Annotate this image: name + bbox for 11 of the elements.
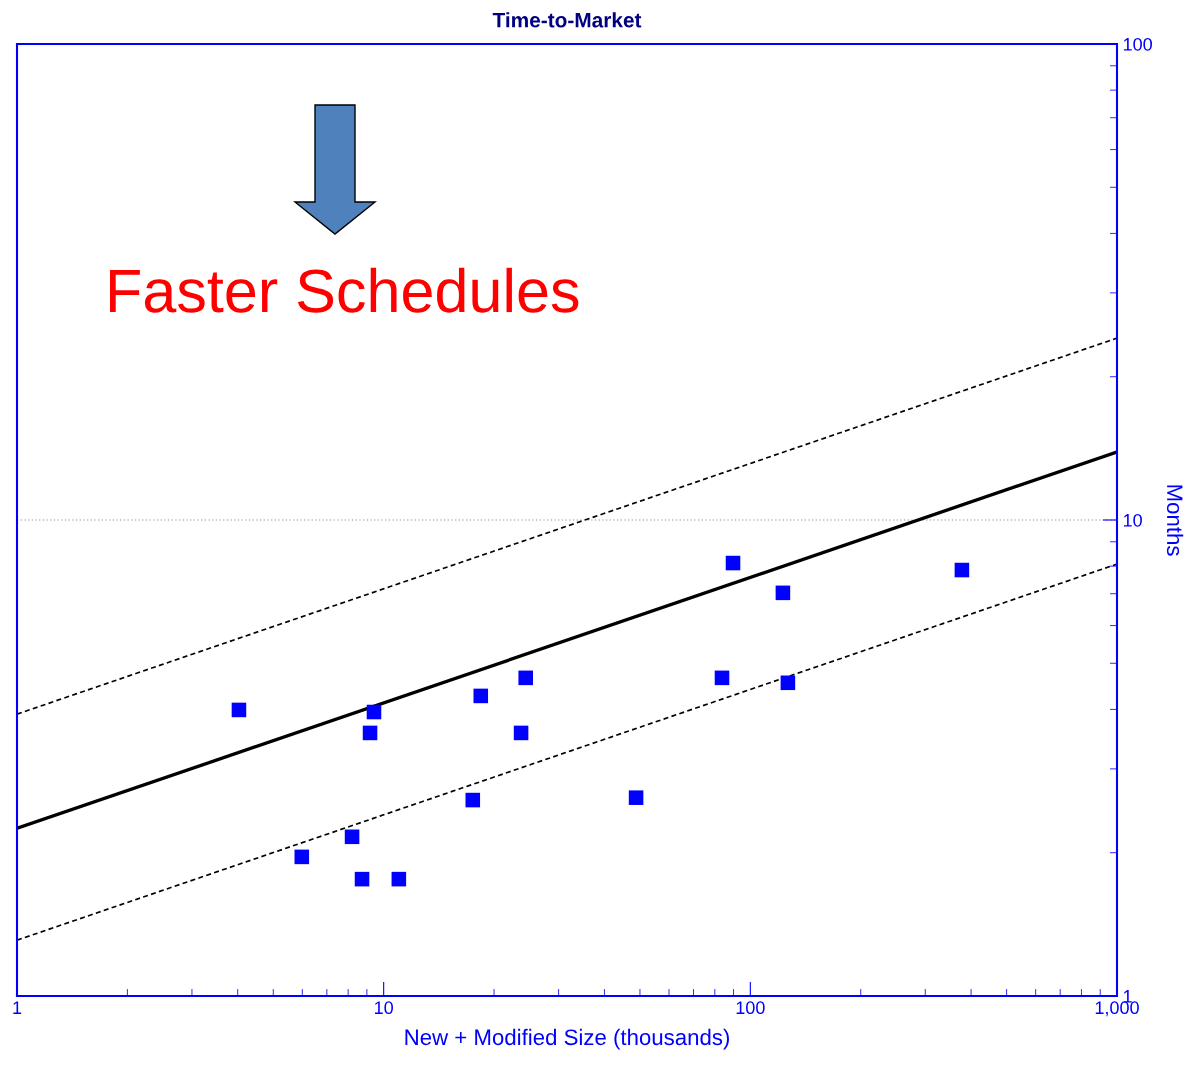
x-tick-label: 1,000 <box>1095 1001 1139 1017</box>
y-tick-label: 1 <box>1123 990 1132 1003</box>
y-tick-label: 10 <box>1123 513 1142 527</box>
x-tick-label: 1 <box>13 1001 22 1014</box>
y-axis-title: Months <box>1166 485 1184 556</box>
chart-title: Time-to-Market <box>492 12 642 28</box>
x-tick-label: 100 <box>736 1001 765 1015</box>
x-axis-title: New + Modified Size (thousands) <box>405 1028 729 1050</box>
x-tick-label: 10 <box>375 1001 393 1015</box>
y-tick-label: 100 <box>1123 37 1152 51</box>
annotation: Faster Schedules <box>110 267 579 313</box>
